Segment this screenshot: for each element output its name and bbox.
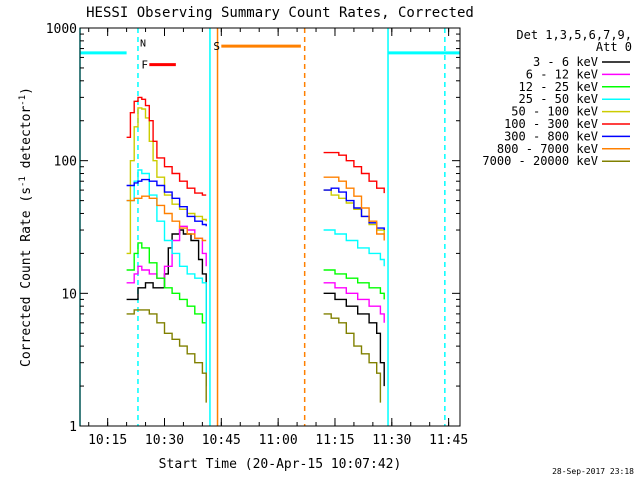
y-axis-label-sup2: -1	[18, 95, 28, 106]
x-tick-label: 11:15	[315, 433, 354, 448]
series-line	[126, 309, 207, 403]
legend-header-line2: Att 0	[596, 40, 632, 54]
x-tick-label: 11:00	[259, 433, 298, 448]
chart-title: HESSI Observing Summary Count Rates, Cor…	[86, 5, 474, 21]
series-line	[126, 178, 207, 227]
y-axis-label-sup1: -1	[18, 176, 28, 187]
series-line	[323, 151, 385, 194]
series-line	[126, 96, 207, 196]
legend-header-line1: Det 1,3,5,6,7,9,	[516, 28, 632, 42]
series-line	[323, 269, 385, 300]
x-tick-label: 10:30	[145, 433, 184, 448]
annotation-marker-label: N	[140, 39, 146, 50]
y-axis-label-end: )	[19, 87, 34, 95]
legend-entry-label: 12 - 25 keV	[519, 80, 598, 94]
y-tick-label: 1	[69, 420, 77, 435]
series-line	[323, 282, 385, 323]
y-tick-label: 10	[61, 287, 77, 302]
legend-entry-label: 50 - 100 keV	[511, 105, 598, 119]
x-axis-label: Start Time (20-Apr-15 10:07:42)	[159, 457, 402, 472]
legend-entry-label: 6 - 12 keV	[526, 67, 598, 81]
y-axis-label: Corrected Count Rate (s-1 detector-1)	[18, 87, 34, 367]
series-line	[126, 107, 207, 255]
plot-frame	[79, 27, 461, 427]
series-line	[323, 292, 385, 387]
legend-entry-label: 800 - 7000 keV	[497, 142, 598, 156]
legend-entry-label: 300 - 800 keV	[504, 129, 598, 143]
legend-entry-label: 3 - 6 keV	[533, 55, 598, 69]
series-line	[126, 195, 207, 242]
series-line	[126, 242, 207, 363]
x-tick-label: 11:30	[372, 433, 411, 448]
y-axis-label-mid: detector	[19, 106, 34, 177]
axis-ticks: 10:15 10:30 10:45 11:00 11:15 11:30 11:45 1 10 10…	[46, 22, 469, 448]
y-axis-label-main: Corrected Count Rate (s	[19, 187, 34, 367]
y-tick-label: 1000	[46, 22, 77, 37]
x-tick-label: 10:15	[88, 433, 127, 448]
series-line	[323, 313, 382, 403]
legend-entry-label: 100 - 300 keV	[504, 117, 598, 131]
legend-entry-label: 25 - 50 keV	[519, 92, 598, 106]
series-line	[323, 229, 385, 267]
legend-entry-label: 7000 - 20000 keV	[482, 154, 598, 168]
annotation-bar-label: S	[213, 40, 220, 53]
series-line	[323, 176, 385, 241]
series-line	[126, 169, 207, 387]
series-line	[126, 229, 207, 387]
timestamp: 28-Sep-2017 23:18	[552, 467, 634, 476]
annotation-bars: F S N	[80, 39, 460, 72]
annotation-bar-label: F	[141, 59, 148, 72]
series-lines	[126, 96, 385, 403]
x-tick-label: 11:45	[429, 433, 468, 448]
y-tick-label: 100	[54, 155, 77, 170]
x-tick-label: 10:45	[202, 433, 241, 448]
